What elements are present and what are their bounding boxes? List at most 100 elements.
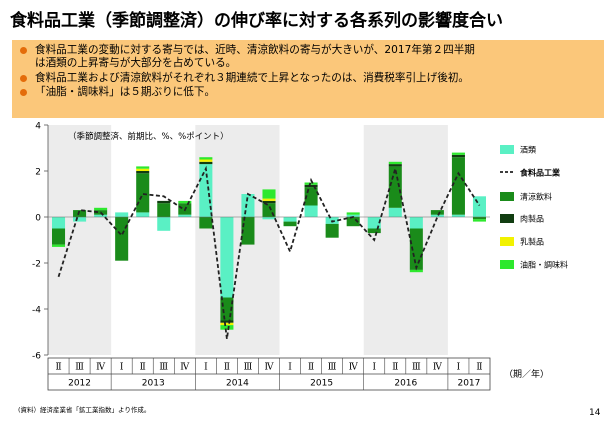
legend-label: 油脂・調味料 bbox=[520, 260, 568, 270]
year-shade-band bbox=[363, 125, 448, 355]
year-label: 2017 bbox=[457, 379, 480, 389]
legend-swatch bbox=[500, 145, 514, 154]
bar-肉製品 bbox=[388, 164, 402, 167]
x-unit-label: （期／年） bbox=[504, 368, 549, 380]
quarter-label: Ⅱ bbox=[476, 363, 482, 373]
bar-清涼飲料 bbox=[241, 217, 255, 245]
bar-油脂・調味料 bbox=[346, 212, 360, 215]
quarter-label: Ⅳ bbox=[180, 363, 190, 373]
quarter-label: Ⅰ bbox=[457, 363, 461, 373]
bullet-item: 食料品工業の変動に対する寄与では、近時、清涼飲料の寄与が大きいが、2017年第２… bbox=[20, 44, 596, 70]
bullet-text: 食料品工業および清涼飲料がそれぞれ３期連続で上昇となったのは、消費税率引上げ後初… bbox=[35, 71, 470, 84]
bar-酒類 bbox=[157, 217, 171, 231]
quarter-label: Ⅱ bbox=[392, 363, 398, 373]
y-tick-label: 0 bbox=[35, 214, 41, 224]
bar-酒類 bbox=[346, 214, 360, 217]
chart-annotation: （季節調整済、前期比、%、%ポイント） bbox=[68, 131, 229, 142]
legend-swatch bbox=[500, 192, 514, 201]
bar-酒類 bbox=[304, 205, 318, 217]
bar-清涼飲料 bbox=[451, 157, 465, 215]
legend-label: 清涼飲料 bbox=[520, 192, 552, 202]
bar-清涼飲料 bbox=[367, 228, 381, 234]
bar-肉製品 bbox=[157, 200, 171, 204]
quarter-label: Ⅲ bbox=[75, 363, 84, 373]
bar-乳製品 bbox=[262, 198, 276, 201]
bar-酒類 bbox=[451, 214, 465, 217]
quarter-label: Ⅱ bbox=[140, 363, 146, 373]
year-label: 2013 bbox=[142, 379, 165, 389]
page-title: 食料品工業（季節調整済）の伸び率に対する各系列の影響度合い bbox=[10, 11, 503, 31]
quarter-label: Ⅳ bbox=[265, 363, 275, 373]
legend-swatch bbox=[500, 260, 514, 269]
bar-酒類 bbox=[178, 214, 192, 217]
bar-酒類 bbox=[51, 217, 66, 229]
bar-清涼飲料 bbox=[472, 217, 487, 220]
bar-油脂・調味料 bbox=[262, 189, 276, 199]
source-note: (資料）経済産業省「鉱工業指数」より作成。 bbox=[18, 406, 151, 414]
bar-肉製品 bbox=[220, 320, 234, 323]
bar-清涼飲料 bbox=[325, 223, 339, 238]
contribution-chart: 4 2 0 -2 -4 -6 （季節調整済、前期比、%、%ポイント） Ⅱ Ⅲ Ⅳ Ⅰ Ⅱ Ⅲ Ⅳ Ⅰ Ⅱ Ⅲ Ⅳ Ⅰ… bbox=[32, 122, 568, 391]
year-label: 2012 bbox=[68, 379, 91, 389]
bullet-box: 食料品工業の変動に対する寄与では、近時、清涼飲料の寄与が大きいが、2017年第２… bbox=[12, 40, 604, 118]
bar-肉製品 bbox=[199, 161, 213, 165]
bar-酒類 bbox=[199, 164, 213, 217]
bar-乳製品 bbox=[136, 168, 150, 171]
bar-油脂・調味料 bbox=[136, 166, 150, 169]
bar-酒類 bbox=[367, 217, 381, 229]
year-label: 2014 bbox=[226, 379, 249, 389]
bar-清涼飲料 bbox=[73, 210, 87, 217]
bar-油脂・調味料 bbox=[178, 200, 192, 204]
bar-酒類 bbox=[115, 212, 129, 217]
bar-油脂・調味料 bbox=[472, 219, 487, 222]
bullet-dot-icon bbox=[20, 89, 27, 96]
bar-酒類 bbox=[220, 217, 234, 298]
bullet-item: 食料品工業および清涼飲料がそれぞれ３期連続で上昇となったのは、消費税率引上げ後初… bbox=[20, 72, 596, 85]
bar-酒類 bbox=[472, 196, 487, 217]
quarter-label: Ⅰ bbox=[204, 363, 208, 373]
legend-label: 食料品工業 bbox=[520, 168, 561, 178]
bar-清涼飲料 bbox=[51, 228, 66, 245]
bar-油脂・調味料 bbox=[451, 152, 465, 155]
quarter-label: Ⅰ bbox=[288, 363, 292, 373]
total-series-line bbox=[57, 165, 481, 340]
bar-肉製品 bbox=[262, 200, 276, 204]
bullet-dot-icon bbox=[20, 47, 27, 54]
bullet-item: 「油脂・調味料」は５期ぶりに低下。 bbox=[20, 86, 596, 99]
bar-清涼飲料 bbox=[430, 210, 444, 215]
legend-label: 乳製品 bbox=[520, 237, 544, 247]
bar-酒類 bbox=[73, 217, 87, 222]
bullet-dot-icon bbox=[20, 74, 27, 82]
y-tick-label: -2 bbox=[32, 260, 41, 270]
bar-油脂・調味料 bbox=[94, 207, 108, 211]
quarter-label: Ⅳ bbox=[96, 363, 106, 373]
quarter-label: Ⅳ bbox=[433, 363, 443, 373]
quarter-label: Ⅲ bbox=[159, 363, 168, 373]
y-tick-label: -6 bbox=[32, 352, 41, 362]
bar-清涼飲料 bbox=[136, 173, 150, 213]
y-tick-label: 4 bbox=[35, 122, 41, 132]
bar-酒類 bbox=[283, 217, 297, 222]
bar-酒類 bbox=[136, 212, 150, 217]
bar-酒類 bbox=[430, 214, 444, 217]
quarter-label: Ⅲ bbox=[412, 363, 421, 373]
bar-油脂・調味料 bbox=[220, 325, 234, 330]
bar-油脂・調味料 bbox=[51, 244, 66, 247]
bar-肉製品 bbox=[304, 184, 318, 188]
bar-酒類 bbox=[409, 217, 423, 229]
quarter-label: Ⅲ bbox=[328, 363, 337, 373]
quarter-label: Ⅲ bbox=[244, 363, 253, 373]
bar-酒類 bbox=[262, 217, 276, 220]
bar-油脂・調味料 bbox=[304, 182, 318, 185]
legend-swatch bbox=[500, 237, 514, 246]
bar-清涼飲料 bbox=[115, 217, 129, 261]
y-tick-label: -4 bbox=[32, 306, 41, 316]
bullet-text: 食料品工業の変動に対する寄与では、近時、清涼飲料の寄与が大きいが、2017年第２… bbox=[35, 44, 475, 69]
bar-油脂・調味料 bbox=[409, 269, 423, 273]
legend-swatch bbox=[500, 214, 514, 223]
legend-label: 肉製品 bbox=[520, 214, 544, 224]
bar-肉製品 bbox=[136, 171, 150, 174]
bar-酒類 bbox=[388, 207, 402, 217]
quarter-label: Ⅱ bbox=[55, 363, 61, 373]
year-label: 2015 bbox=[310, 379, 333, 389]
